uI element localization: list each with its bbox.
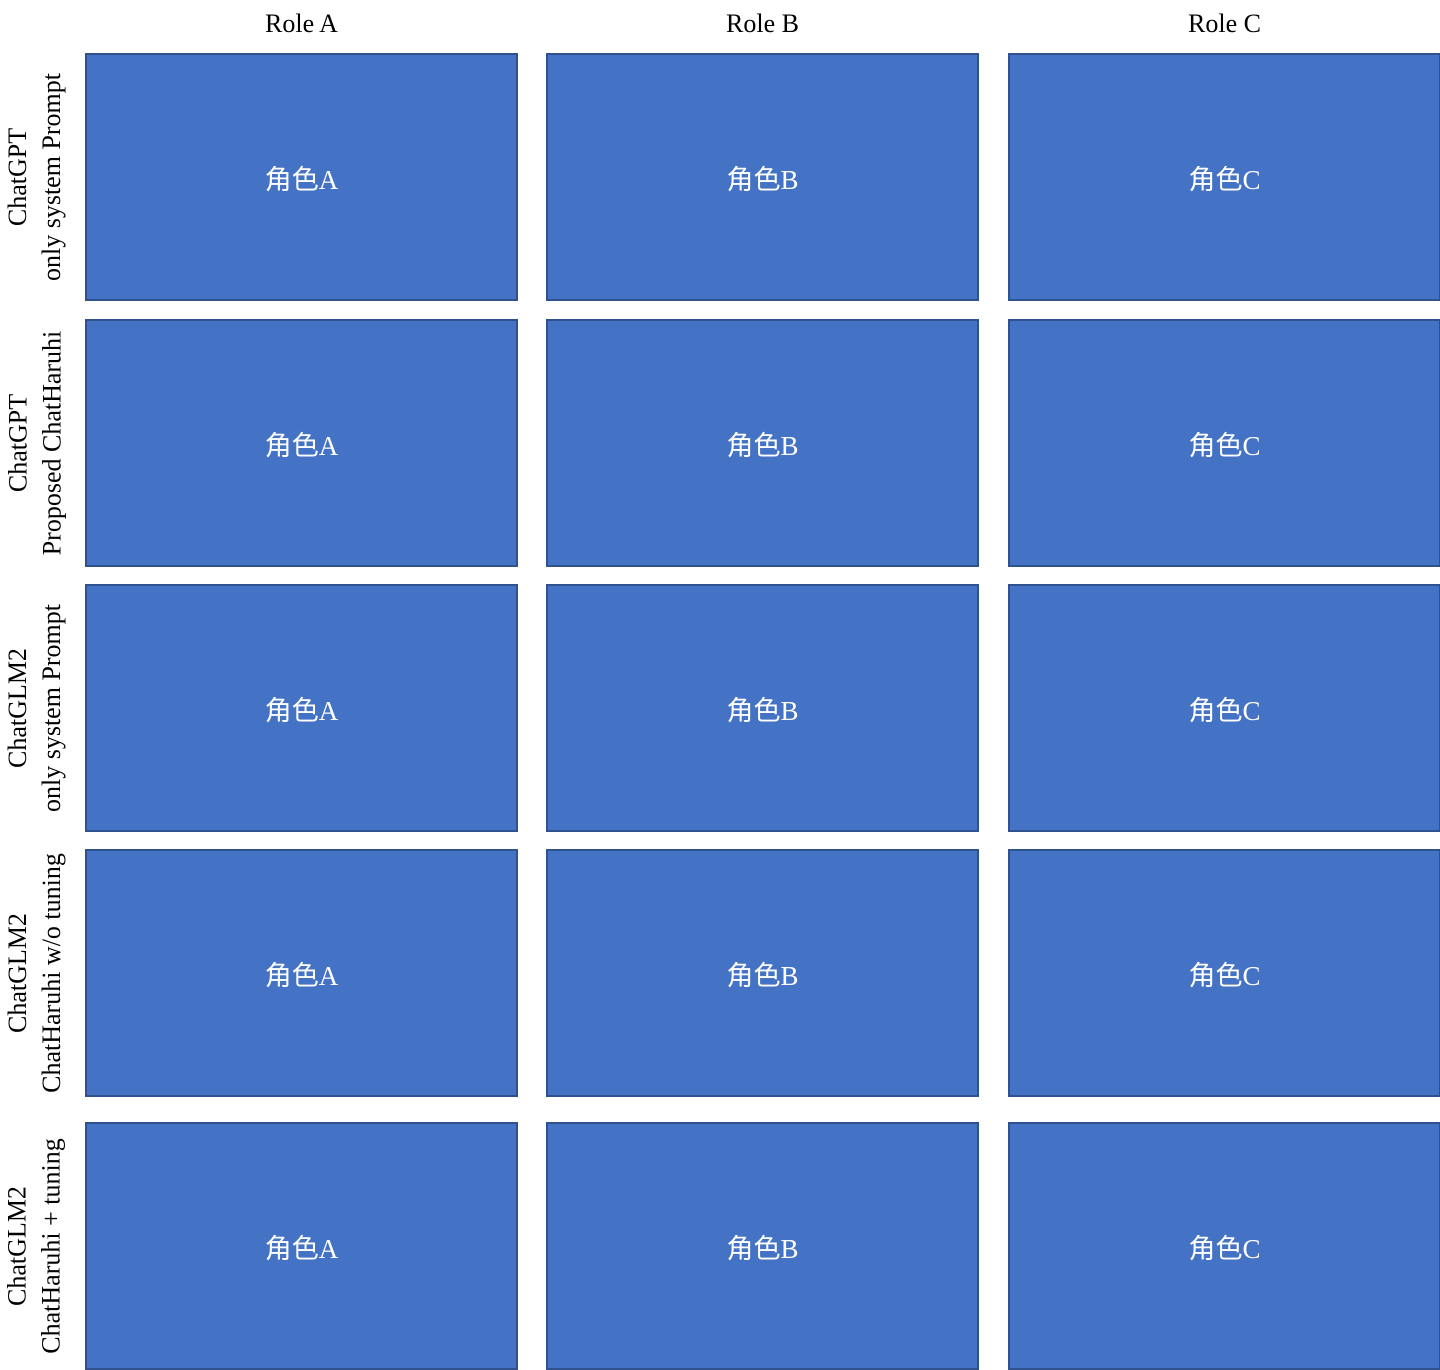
cell-role-label: 角色B [726, 695, 799, 726]
row-label-method: only system Prompt [37, 603, 67, 813]
cell-role-label: 角色B [726, 430, 799, 461]
cell-role-label: 角色A [264, 430, 339, 461]
column-header-role-b: Role B [726, 9, 799, 38]
cell-role-label: 角色C [1188, 164, 1261, 195]
row-label-text: ChatGLM2 only system Prompt [1, 604, 69, 812]
row-label-model: ChatGLM2 [3, 1186, 33, 1306]
grid-cell: 角色B [546, 53, 979, 301]
row-label-model: ChatGPT [3, 393, 32, 493]
cell-role-label: 角色A [264, 164, 339, 195]
row-label-model: ChatGLM2 [3, 913, 33, 1033]
grid-cell: 角色B [546, 584, 979, 832]
grid-cell: 角色A [85, 1122, 518, 1370]
cell-role-label: 角色B [726, 960, 799, 991]
grid-cell: 角色C [1008, 849, 1440, 1097]
row-label: ChatGPT Proposed ChatHaruhi [0, 319, 70, 567]
grid-cell: 角色C [1008, 53, 1440, 301]
row-label: ChatGLM2 ChatHaruhi w/o tuning [0, 849, 70, 1097]
row-label-method: Proposed ChatHaruhi [37, 330, 66, 556]
grid-cell: 角色A [85, 584, 518, 832]
row-label-text: ChatGPT only system Prompt [1, 73, 69, 281]
row-label-method: ChatHaruhi w/o tuning [37, 853, 67, 1093]
cell-role-label: 角色C [1188, 430, 1261, 461]
column-header-role-c: Role C [1188, 9, 1261, 38]
grid-cell: 角色C [1008, 319, 1440, 567]
row-label-method: ChatHaruhi + tuning [37, 1138, 67, 1354]
grid-cell: 角色A [85, 53, 518, 301]
row-label-text: ChatGLM2 ChatHaruhi w/o tuning [1, 853, 69, 1093]
grid-cell: 角色A [85, 849, 518, 1097]
grid-cell: 角色B [546, 1122, 979, 1370]
cell-role-label: 角色A [264, 1233, 339, 1264]
cell-role-label: 角色B [726, 1233, 799, 1264]
cell-role-label: 角色B [726, 164, 799, 195]
row-label: ChatGLM2 ChatHaruhi + tuning [0, 1122, 70, 1370]
cell-role-label: 角色C [1188, 960, 1261, 991]
cell-role-label: 角色A [264, 960, 339, 991]
grid-cell: 角色C [1008, 1122, 1440, 1370]
row-label: ChatGLM2 only system Prompt [0, 584, 70, 832]
cell-role-label: 角色C [1188, 1233, 1261, 1264]
column-header-role-a: Role A [265, 9, 338, 38]
cell-role-label: 角色A [264, 695, 339, 726]
grid-cell: 角色C [1008, 584, 1440, 832]
grid-cell: 角色B [546, 849, 979, 1097]
row-label-text: ChatGPT Proposed ChatHaruhi [1, 331, 69, 556]
grid-cell: 角色B [546, 319, 979, 567]
row-label-text: ChatGLM2 ChatHaruhi + tuning [1, 1138, 69, 1353]
row-label-model: ChatGLM2 [3, 648, 33, 768]
row-label-method: only system Prompt [37, 72, 67, 282]
cell-role-label: 角色C [1188, 695, 1261, 726]
row-label: ChatGPT only system Prompt [0, 53, 70, 301]
grid-cell: 角色A [85, 319, 518, 567]
row-label-model: ChatGPT [3, 127, 33, 227]
